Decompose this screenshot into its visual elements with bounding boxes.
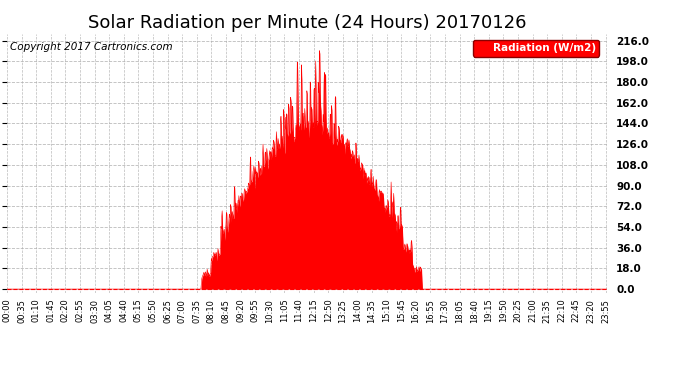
Legend: Radiation (W/m2): Radiation (W/m2) (473, 40, 599, 57)
Text: Copyright 2017 Cartronics.com: Copyright 2017 Cartronics.com (10, 42, 172, 51)
Title: Solar Radiation per Minute (24 Hours) 20170126: Solar Radiation per Minute (24 Hours) 20… (88, 14, 526, 32)
